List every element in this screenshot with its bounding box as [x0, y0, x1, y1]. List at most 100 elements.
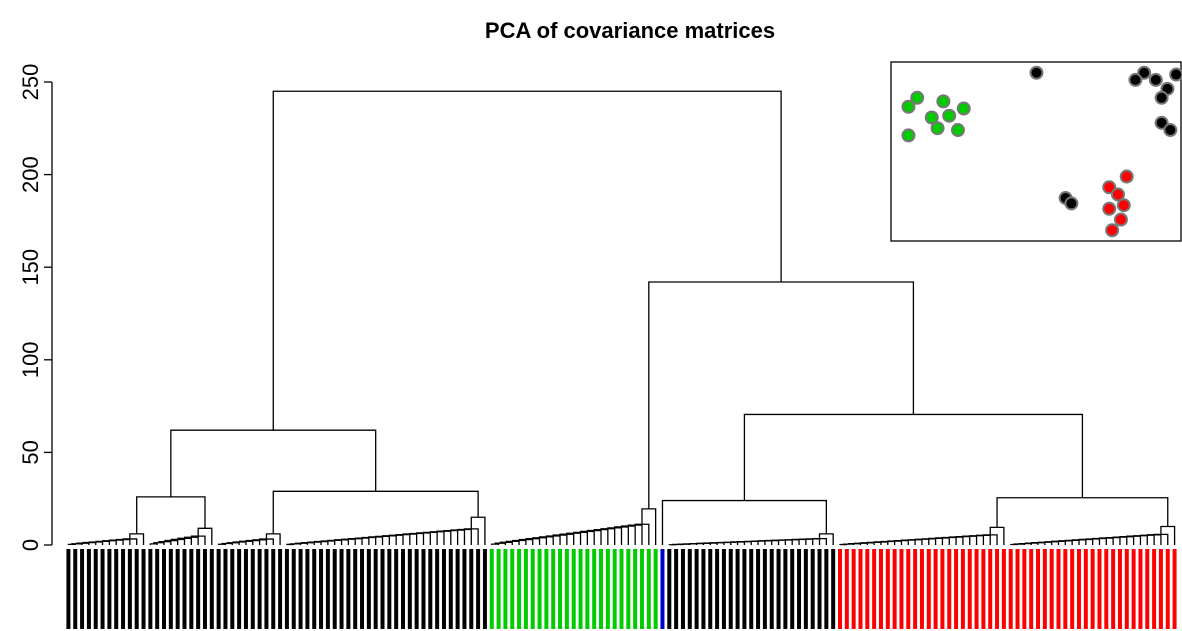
- leaf-label: [1001, 549, 1006, 629]
- branch: [463, 528, 479, 545]
- branch: [149, 543, 158, 545]
- leaf-label: [1131, 549, 1136, 629]
- inset-point: [1110, 187, 1125, 202]
- leaf-label: [230, 549, 235, 629]
- leaf-label: [1111, 549, 1116, 629]
- branch: [170, 429, 377, 497]
- leaf-label: [93, 549, 98, 629]
- branch: [286, 543, 295, 546]
- leaf-label: [885, 549, 890, 629]
- leaf-label: [202, 549, 207, 629]
- branch: [518, 538, 534, 545]
- leaf-label: [906, 549, 911, 629]
- leaf-label: [674, 549, 679, 629]
- leaf-label: [80, 549, 85, 629]
- branch: [153, 542, 165, 545]
- inset-point: [1102, 180, 1117, 195]
- leaf-label: [749, 549, 754, 629]
- leaf-label: [667, 549, 672, 629]
- leaf-label: [967, 549, 972, 629]
- leaf-label: [414, 549, 419, 629]
- inset-point: [1148, 72, 1163, 87]
- leaf-label: [380, 549, 385, 629]
- leaf-label: [216, 549, 221, 629]
- leaf-label: [428, 549, 433, 629]
- leaf-label: [954, 549, 959, 629]
- leaf-label: [360, 549, 365, 629]
- branch: [505, 540, 520, 545]
- leaf-label: [1008, 549, 1013, 629]
- inset-frame: [890, 61, 1182, 242]
- leaf-label: [339, 549, 344, 629]
- inset-point: [942, 108, 957, 123]
- leaf-label: [148, 549, 153, 629]
- leaf-label: [366, 549, 371, 629]
- branch: [552, 534, 568, 545]
- branch: [709, 542, 725, 545]
- inset-point: [950, 123, 965, 138]
- leaf-label: [592, 549, 597, 629]
- y-tick-label: 50: [18, 440, 43, 464]
- leaf-label: [878, 549, 883, 629]
- leaf-label: [121, 549, 126, 629]
- chart-title: PCA of covariance matrices: [485, 18, 775, 43]
- branch: [600, 528, 616, 545]
- leaf-label: [441, 549, 446, 629]
- leaf-label: [981, 549, 986, 629]
- leaf-label: [517, 549, 522, 629]
- inset-point: [1137, 65, 1152, 80]
- leaf-label: [585, 549, 590, 629]
- inset-point: [924, 110, 939, 125]
- leaf-label: [1145, 549, 1150, 629]
- leaf-label: [844, 549, 849, 629]
- leaf-label: [209, 549, 214, 629]
- leaf-label: [319, 549, 324, 629]
- leaf-label: [353, 549, 358, 629]
- branch: [67, 543, 76, 546]
- leaf-label: [455, 549, 460, 629]
- y-tick-label: 100: [18, 341, 43, 378]
- branch: [866, 541, 882, 545]
- inset-point: [930, 121, 945, 136]
- branch: [648, 281, 915, 509]
- leaf-label: [940, 549, 945, 629]
- branch: [259, 538, 274, 545]
- inset-point: [910, 90, 925, 105]
- leaf-label: [168, 549, 173, 629]
- leaf-label: [243, 549, 248, 629]
- branch: [743, 413, 1084, 501]
- leaf-label: [947, 549, 952, 629]
- y-tick-label: 250: [18, 64, 43, 101]
- leaf-label: [476, 549, 481, 629]
- leaf-label: [73, 549, 78, 629]
- leaf-label: [400, 549, 405, 629]
- leaf-label: [407, 549, 412, 629]
- leaf-label: [223, 549, 228, 629]
- leaf-label: [578, 549, 583, 629]
- leaf-label: [462, 549, 467, 629]
- inset-point: [1113, 212, 1128, 227]
- leaf-label: [155, 549, 160, 629]
- leaf-label: [196, 549, 201, 629]
- leaf-label: [858, 549, 863, 629]
- branch: [661, 499, 827, 545]
- leaf-label: [284, 549, 289, 629]
- leaf-label: [599, 549, 604, 629]
- leaf-label: [619, 549, 624, 629]
- leaf-label: [803, 549, 808, 629]
- leaf-label: [728, 549, 733, 629]
- y-tick-label: 0: [18, 539, 43, 551]
- leaf-label: [1029, 549, 1034, 629]
- leaf-label: [1124, 549, 1129, 629]
- leaf-label: [742, 549, 747, 629]
- leaf-label: [660, 549, 665, 629]
- leaf-label: [865, 549, 870, 629]
- leaf-label: [735, 549, 740, 629]
- y-tick-label: 200: [18, 156, 43, 193]
- branch: [491, 543, 500, 545]
- leaf-label: [503, 549, 508, 629]
- leaf-label: [1063, 549, 1068, 629]
- branch: [183, 536, 199, 545]
- leaf-label: [510, 549, 515, 629]
